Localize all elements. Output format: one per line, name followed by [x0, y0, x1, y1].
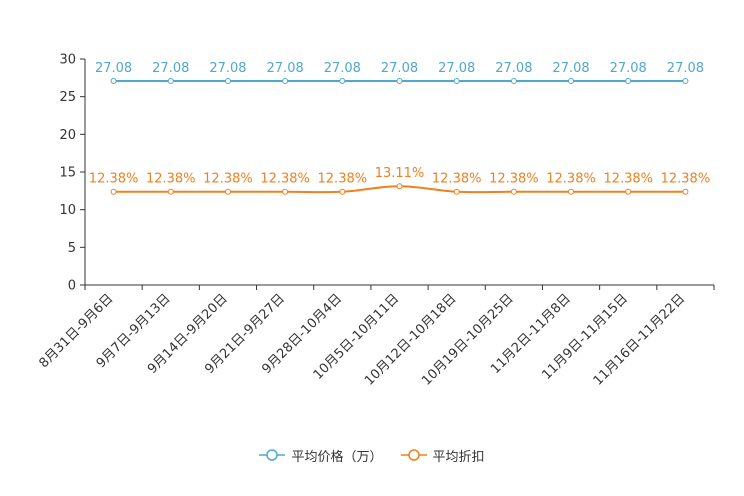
data-point: [339, 188, 346, 195]
data-point: [625, 77, 632, 84]
data-point: [339, 77, 346, 84]
data-point: [224, 77, 231, 84]
data-point: [396, 77, 403, 84]
data-point: [110, 77, 117, 84]
data-label: 27.08: [95, 61, 132, 76]
data-point: [167, 77, 174, 84]
data-point: [568, 188, 575, 195]
data-label: 27.08: [209, 61, 246, 76]
y-tick-label: 20: [59, 128, 76, 143]
data-point: [396, 183, 403, 190]
legend-item-discount[interactable]: 平均折扣: [400, 446, 485, 465]
data-label: 27.08: [667, 61, 704, 76]
data-point: [510, 77, 517, 84]
data-label: 27.08: [438, 61, 475, 76]
legend: 平均价格（万） 平均折扣: [0, 444, 744, 466]
data-point: [110, 188, 117, 195]
legend-label-discount: 平均折扣: [432, 449, 485, 465]
data-label: 27.08: [381, 61, 418, 76]
data-point: [568, 77, 575, 84]
data-label: 12.38%: [203, 172, 253, 187]
data-label: 12.38%: [146, 172, 196, 187]
data-label: 12.38%: [546, 172, 596, 187]
y-tick-label: 0: [68, 279, 76, 294]
legend-label-price: 平均价格（万）: [291, 449, 383, 465]
data-label: 12.38%: [89, 172, 139, 187]
data-label: 12.38%: [432, 172, 482, 187]
data-point: [224, 188, 231, 195]
data-point: [282, 77, 289, 84]
data-label: 12.38%: [318, 172, 368, 187]
data-label: 12.38%: [489, 172, 539, 187]
data-label: 27.08: [610, 61, 647, 76]
data-label: 27.08: [552, 61, 589, 76]
data-label: 12.38%: [661, 172, 711, 187]
data-point: [453, 188, 460, 195]
data-point: [510, 188, 517, 195]
y-tick-label: 25: [59, 90, 76, 105]
data-point: [625, 188, 632, 195]
data-label: 27.08: [152, 61, 189, 76]
data-label: 13.11%: [375, 166, 425, 181]
data-label: 27.08: [324, 61, 361, 76]
data-point: [453, 77, 460, 84]
data-label: 27.08: [267, 61, 304, 76]
data-label: 12.38%: [260, 172, 310, 187]
data-point: [682, 77, 689, 84]
data-point: [282, 188, 289, 195]
legend-swatch-discount: [400, 449, 427, 461]
legend-swatch-price: [259, 449, 286, 461]
data-label: 27.08: [495, 61, 532, 76]
y-tick-label: 5: [68, 241, 76, 256]
y-tick-label: 15: [59, 166, 76, 181]
data-point: [167, 188, 174, 195]
y-tick-label: 10: [59, 203, 76, 218]
y-tick-label: 30: [59, 53, 76, 68]
data-point: [682, 188, 689, 195]
legend-item-price[interactable]: 平均价格（万）: [259, 446, 383, 465]
data-label: 12.38%: [603, 172, 653, 187]
